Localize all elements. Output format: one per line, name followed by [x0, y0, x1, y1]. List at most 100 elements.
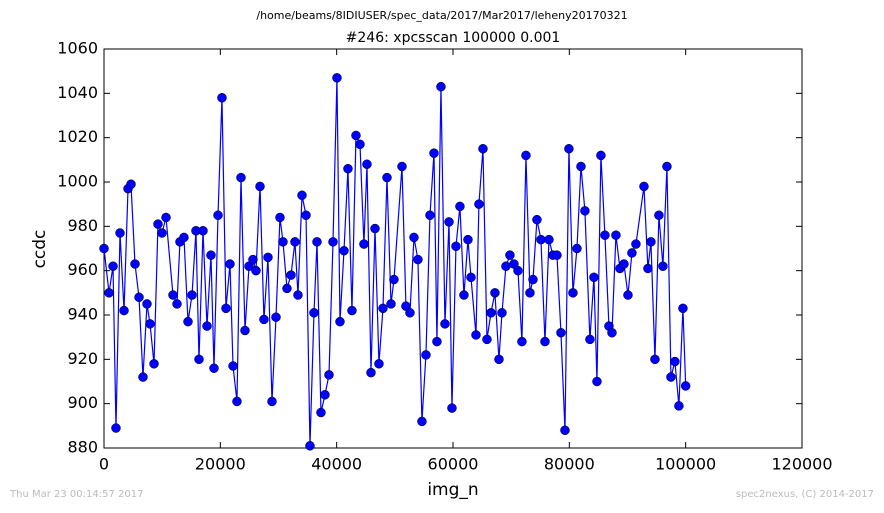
data-point [240, 325, 250, 336]
data-point [312, 237, 322, 247]
chart-title: #246: xpcsscan 100000 0.001 [346, 30, 561, 46]
data-point [389, 274, 399, 285]
data-point [359, 239, 369, 249]
data-point [99, 243, 109, 254]
data-point [471, 330, 481, 340]
data-point [627, 248, 637, 258]
data-point [619, 259, 629, 269]
data-point [556, 327, 566, 338]
data-point [643, 263, 653, 274]
data-point [309, 308, 319, 318]
y-tick-label: 1060 [57, 39, 98, 58]
data-point [290, 237, 300, 247]
data-point [463, 234, 473, 245]
data-point [378, 303, 388, 314]
data-point [134, 292, 144, 303]
x-tick-label: 100000 [655, 455, 716, 474]
y-tick-label: 920 [67, 349, 98, 368]
data-point [263, 252, 273, 263]
data-point [405, 308, 415, 318]
x-tick-label: 0 [99, 455, 109, 474]
suptitle: /home/beams/8IDIUSER/spec_data/2017/Mar2… [256, 9, 627, 22]
y-tick-label: 1000 [57, 172, 98, 191]
y-tick-label: 960 [67, 260, 98, 279]
data-point [172, 299, 182, 309]
data-point [513, 265, 523, 276]
data-point [104, 288, 114, 298]
data-point [421, 350, 431, 360]
data-point [157, 228, 167, 238]
data-point [251, 265, 261, 276]
data-point [494, 354, 504, 365]
data-point [153, 219, 163, 229]
y-tick-label: 900 [67, 393, 98, 412]
data-point [432, 336, 442, 347]
data-point [161, 212, 171, 223]
data-point [440, 319, 450, 329]
data-point [142, 299, 152, 309]
data-point [607, 327, 617, 338]
data-point [236, 172, 246, 183]
data-point [680, 381, 691, 391]
data-point [108, 261, 118, 271]
data-point [320, 390, 330, 400]
data-point [397, 161, 407, 172]
data-point [490, 288, 500, 298]
x-tick-label: 80000 [544, 455, 595, 474]
data-point [455, 201, 465, 212]
data-point [670, 356, 680, 367]
data-point [623, 290, 633, 300]
data-point [417, 416, 427, 427]
data-point [221, 303, 231, 314]
data-point [459, 290, 469, 300]
data-point [525, 288, 535, 298]
data-point [564, 144, 574, 154]
y-tick-label: 940 [67, 305, 98, 324]
x-axis-label: img_n [427, 480, 478, 500]
data-point [678, 303, 688, 314]
data-point [301, 210, 311, 220]
data-point [505, 250, 515, 260]
data-point [168, 290, 178, 300]
data-point [119, 305, 129, 316]
data-point [447, 403, 457, 413]
data-point [324, 370, 334, 380]
data-point [654, 210, 664, 220]
data-point [589, 272, 599, 283]
data-point [343, 163, 353, 174]
data-point [517, 336, 527, 347]
data-point [409, 232, 419, 243]
data-point [592, 376, 602, 387]
data-point [429, 148, 439, 158]
data-point [332, 73, 342, 83]
y-tick-label: 980 [67, 216, 98, 235]
data-point [474, 199, 484, 209]
data-point [596, 150, 606, 161]
data-point [451, 241, 461, 252]
data-point [351, 130, 361, 141]
data-point [366, 367, 376, 378]
data-point [355, 139, 365, 150]
footer-date: Thu Mar 23 00:14:57 2017 [9, 489, 143, 500]
data-point [217, 93, 227, 103]
data-point [536, 234, 546, 245]
data-point [521, 150, 531, 161]
data-point [600, 230, 610, 240]
data-point [179, 232, 189, 243]
data-point [544, 234, 554, 245]
data-point [374, 359, 384, 369]
data-point [528, 274, 538, 285]
data-point [662, 161, 672, 172]
data-point [275, 212, 285, 223]
data-point [198, 226, 208, 236]
data-point [138, 372, 148, 382]
data-point [650, 354, 660, 365]
data-point [209, 363, 219, 373]
data-point [194, 354, 204, 365]
data-point [639, 181, 649, 192]
data-point [347, 305, 357, 316]
data-point [362, 159, 372, 170]
data-point [225, 259, 235, 269]
data-point [328, 237, 338, 247]
